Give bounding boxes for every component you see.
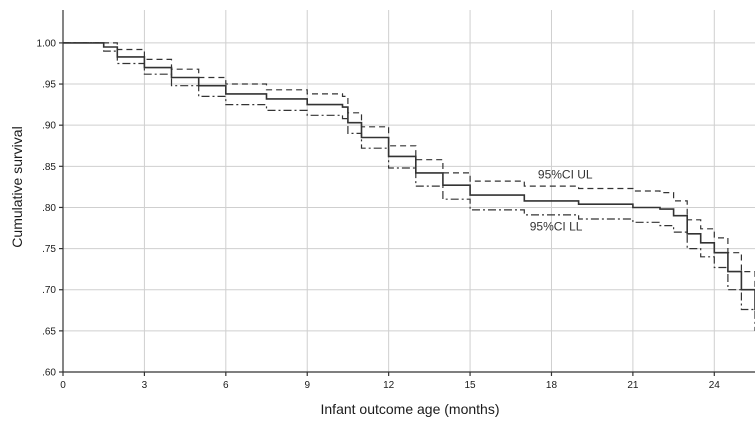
annotation-ci-upper: 95%CI UL — [538, 168, 593, 182]
x-tick-label: 18 — [546, 380, 558, 391]
y-tick-label: .85 — [42, 162, 56, 173]
grid-layer — [63, 10, 755, 372]
annotation-layer: 95%CI UL 95%CI LL — [530, 168, 593, 234]
y-tick-label: 1.00 — [37, 38, 57, 49]
x-tick-label: 21 — [627, 380, 639, 391]
x-tick-label: 3 — [142, 380, 148, 391]
tick-layer: 0 3 6 9 12 15 18 21 24 .60 .65 .70 .75 .80 .85 .90 .95 1.… — [37, 38, 721, 391]
y-tick-label: .60 — [42, 368, 56, 379]
x-tick-label: 9 — [304, 380, 310, 391]
y-tick-label: .80 — [42, 203, 56, 214]
ci-upper-line — [63, 42, 755, 290]
x-axis-label: Infant outcome age (months) — [321, 401, 500, 417]
y-axis-label: Cumulative survival — [9, 126, 25, 247]
y-tick-label: .65 — [42, 326, 56, 337]
series-layer — [63, 42, 755, 331]
ci-lower-line — [63, 42, 755, 331]
x-tick-label: 12 — [383, 380, 395, 391]
survival-estimate-line — [63, 42, 755, 311]
annotation-ci-lower: 95%CI LL — [530, 219, 583, 233]
y-tick-label: .75 — [42, 244, 56, 255]
axes-layer — [62, 10, 755, 373]
x-tick-label: 15 — [464, 380, 476, 391]
y-tick-label: .70 — [42, 285, 56, 296]
y-tick-label: .90 — [42, 121, 56, 132]
y-tick-label: .95 — [42, 80, 56, 91]
x-tick-label: 6 — [223, 380, 229, 391]
x-tick-label: 24 — [709, 380, 721, 391]
x-tick-label: 0 — [60, 380, 66, 391]
